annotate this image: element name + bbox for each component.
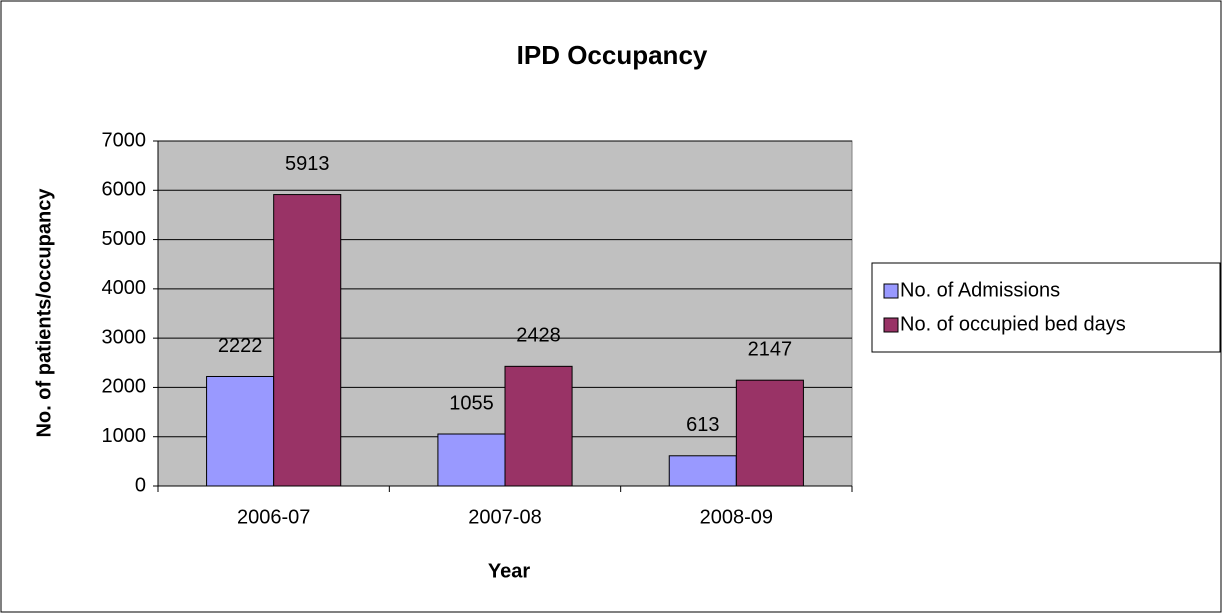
legend-box <box>871 262 1221 353</box>
bar <box>668 455 737 487</box>
y-tick-label: 5000 <box>102 228 147 250</box>
bar <box>437 433 506 487</box>
legend-label: No. of Admissions <box>900 279 1060 301</box>
data-label: 1055 <box>449 392 494 414</box>
y-tick-label: 4000 <box>102 277 147 299</box>
x-tick-label: 2007-08 <box>468 506 541 528</box>
data-label: 5913 <box>285 153 330 175</box>
bar <box>206 375 275 487</box>
data-label: 2147 <box>748 338 793 360</box>
x-axis-title: Year <box>488 560 530 582</box>
y-tick-label: 6000 <box>102 179 147 201</box>
bar <box>504 365 573 487</box>
y-tick-label: 0 <box>135 474 146 496</box>
x-tick-label: 2008-09 <box>700 506 773 528</box>
legend-swatch <box>883 317 899 333</box>
data-label: 613 <box>686 414 719 436</box>
chart-title: IPD Occupancy <box>517 40 708 70</box>
bar <box>735 379 804 487</box>
legend-swatch <box>883 283 899 299</box>
legend-label: No. of occupied bed days <box>900 313 1126 335</box>
data-label: 2222 <box>218 335 263 357</box>
y-tick-label: 3000 <box>102 326 147 348</box>
y-tick-label: 7000 <box>102 129 147 151</box>
y-tick-label: 1000 <box>102 425 147 447</box>
data-label: 2428 <box>516 325 561 347</box>
bar <box>273 194 342 487</box>
y-tick-label: 2000 <box>102 376 147 398</box>
x-tick-label: 2006-07 <box>237 506 310 528</box>
y-axis-title: No. of patients/occupancy <box>33 188 55 438</box>
